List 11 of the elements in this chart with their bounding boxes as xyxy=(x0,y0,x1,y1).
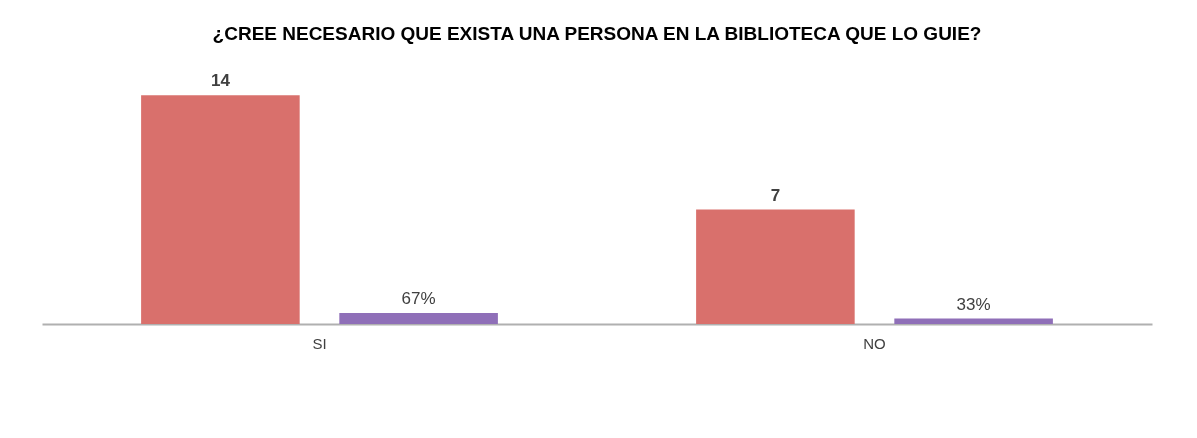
x-tick-label: SI xyxy=(312,334,327,352)
bar xyxy=(339,313,498,324)
x-tick-label: NO xyxy=(863,334,886,352)
data-label: 33% xyxy=(956,294,991,314)
chart-title: ¿CREE NECESARIO QUE EXISTA UNA PERSONA EN LA BIBLIOTECA QUE LO GUIE? xyxy=(212,23,982,44)
bar xyxy=(141,95,300,324)
bar xyxy=(696,209,855,324)
data-label: 67% xyxy=(401,289,436,309)
data-label: 7 xyxy=(770,185,781,205)
data-label: 14 xyxy=(210,71,231,91)
bar xyxy=(894,318,1053,324)
